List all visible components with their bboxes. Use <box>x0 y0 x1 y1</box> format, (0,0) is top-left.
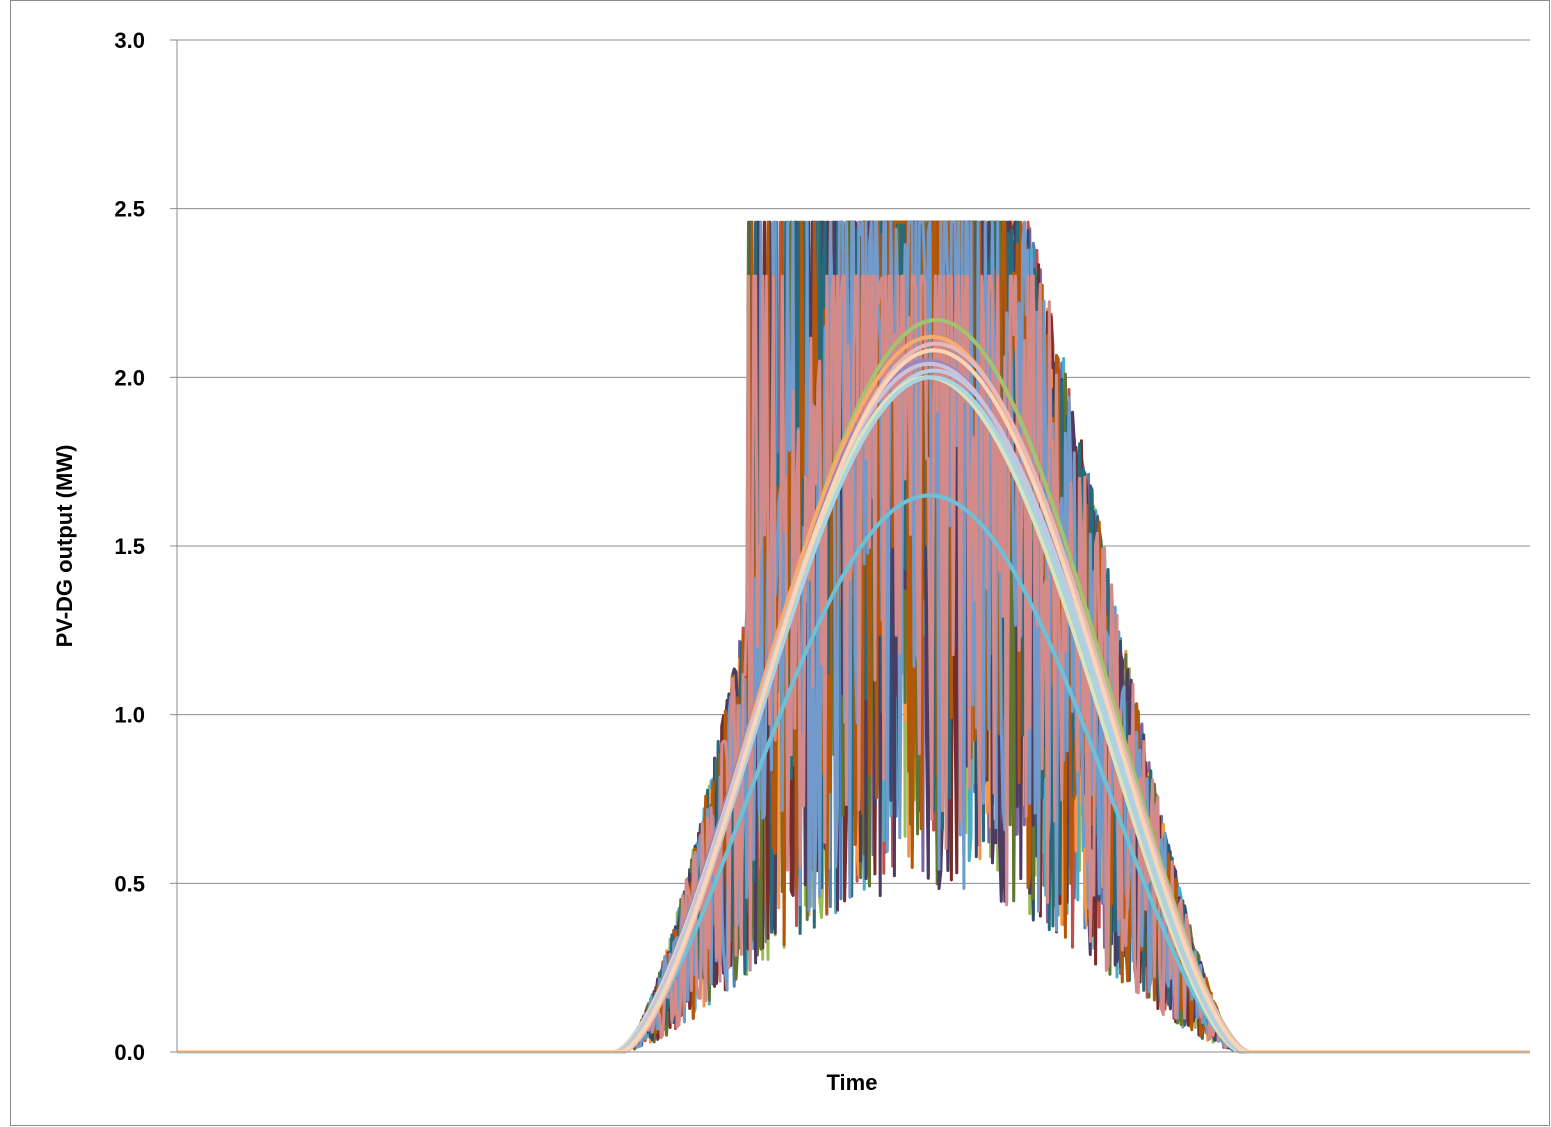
y-tick-label: 2.5 <box>114 197 145 222</box>
y-tick-label: 0.0 <box>114 1040 145 1065</box>
y-tick-label: 2.0 <box>114 365 145 390</box>
y-axis-title: PV-DG output (MW) <box>52 445 77 648</box>
y-tick-label: 3.0 <box>114 28 145 53</box>
y-tick-label: 0.5 <box>114 871 145 896</box>
x-axis-title: Time <box>827 1070 878 1095</box>
y-axis-ticks: 0.0 0.5 1.0 1.5 2.0 2.5 3.0 <box>114 28 145 1065</box>
series-lines <box>176 220 1531 1054</box>
y-tick-label: 1.5 <box>114 534 145 559</box>
y-tick-label: 1.0 <box>114 703 145 728</box>
